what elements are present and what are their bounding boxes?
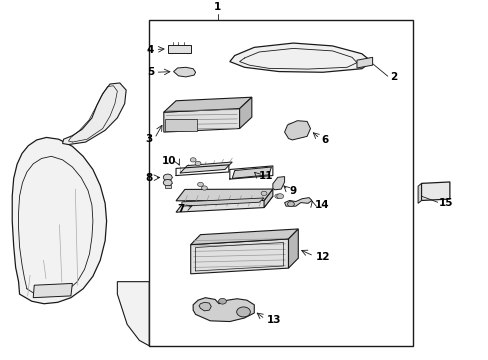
Circle shape [197, 182, 203, 186]
Polygon shape [33, 283, 72, 298]
Circle shape [218, 298, 226, 304]
Circle shape [163, 174, 172, 180]
Text: 8: 8 [145, 174, 153, 183]
Text: 13: 13 [266, 315, 281, 325]
Polygon shape [190, 239, 288, 274]
Bar [165, 118, 197, 131]
Polygon shape [421, 182, 449, 201]
Text: 2: 2 [389, 72, 396, 82]
Polygon shape [62, 83, 126, 145]
Polygon shape [176, 196, 272, 212]
Polygon shape [163, 97, 251, 112]
Polygon shape [176, 189, 272, 201]
Text: 7: 7 [177, 204, 184, 213]
Polygon shape [193, 298, 254, 321]
Circle shape [287, 202, 294, 207]
Circle shape [201, 186, 207, 190]
Polygon shape [264, 189, 272, 208]
Polygon shape [417, 183, 421, 203]
Circle shape [195, 161, 201, 166]
Text: 10: 10 [161, 156, 176, 166]
Polygon shape [173, 67, 195, 77]
Polygon shape [284, 198, 311, 206]
Text: 12: 12 [315, 252, 330, 262]
Polygon shape [190, 229, 298, 245]
Text: 4: 4 [146, 45, 154, 55]
Polygon shape [284, 121, 310, 140]
Polygon shape [356, 57, 372, 68]
Bar [149, 20, 412, 346]
Polygon shape [232, 167, 271, 179]
Polygon shape [163, 109, 239, 132]
Polygon shape [182, 198, 264, 206]
Bar [167, 45, 191, 53]
Circle shape [236, 307, 250, 317]
Circle shape [274, 194, 280, 198]
Text: 3: 3 [145, 134, 152, 144]
Text: 15: 15 [438, 198, 453, 208]
Polygon shape [272, 177, 284, 190]
Polygon shape [199, 302, 211, 311]
Polygon shape [229, 43, 371, 72]
Circle shape [276, 194, 283, 199]
Polygon shape [288, 229, 298, 268]
Text: 1: 1 [214, 2, 221, 12]
Text: 11: 11 [259, 171, 273, 181]
Polygon shape [180, 162, 232, 173]
Text: 9: 9 [289, 186, 296, 196]
Polygon shape [117, 282, 149, 346]
Text: 5: 5 [146, 67, 154, 77]
Polygon shape [12, 138, 106, 304]
Circle shape [261, 191, 266, 195]
Text: 14: 14 [314, 200, 328, 210]
Circle shape [190, 158, 196, 162]
Circle shape [163, 179, 172, 186]
Bar [165, 185, 171, 188]
Polygon shape [239, 97, 251, 129]
Text: 6: 6 [321, 135, 328, 145]
